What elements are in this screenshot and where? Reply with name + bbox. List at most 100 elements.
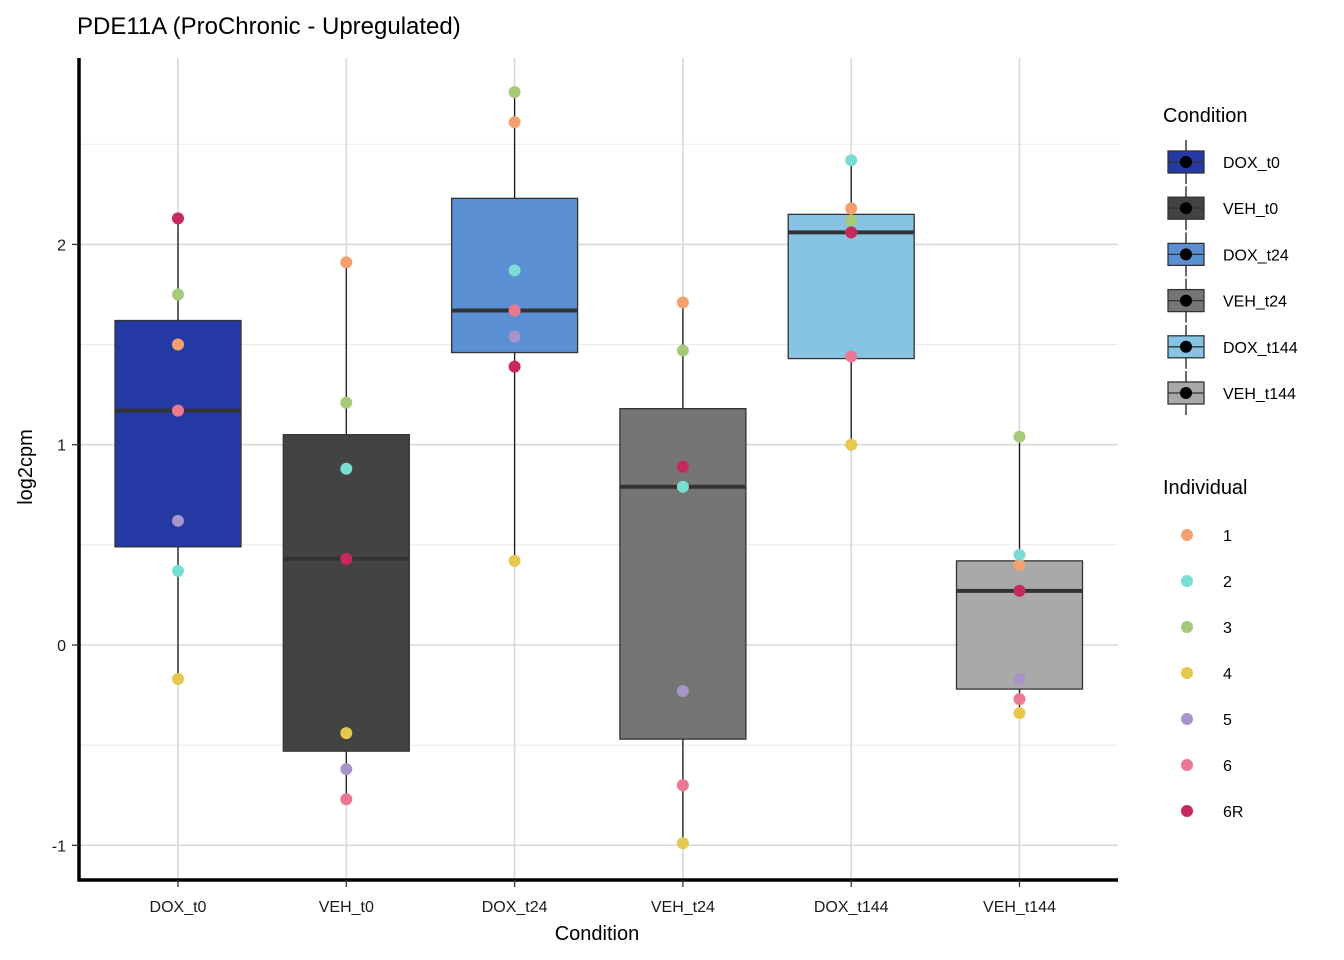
legend-individual-label: 6R xyxy=(1223,804,1243,821)
point-VEH_t0-4 xyxy=(340,727,353,740)
legend-individual-key-1 xyxy=(1181,529,1193,541)
point-DOX_t144-4 xyxy=(845,438,858,451)
point-VEH_t0-2 xyxy=(340,462,353,475)
x-tick-label: DOX_t24 xyxy=(482,899,548,916)
legend-condition-key-DOX_t24 xyxy=(1167,232,1205,277)
legend-individual-label: 6 xyxy=(1223,758,1232,775)
point-VEH_t24-1 xyxy=(676,296,689,309)
legend-condition-key-VEH_t144 xyxy=(1167,371,1205,415)
legend-condition-label: VEH_t24 xyxy=(1223,294,1287,311)
point-VEH_t144-1 xyxy=(1013,558,1026,571)
legend-individual-label: 5 xyxy=(1223,712,1232,729)
legend-individual-key-6 xyxy=(1181,759,1193,771)
point-VEH_t144-6R xyxy=(1013,584,1026,597)
point-VEH_t0-6R xyxy=(340,552,353,565)
legend-condition-label: DOX_t144 xyxy=(1223,340,1298,357)
y-ticks: -1 0 1 2 xyxy=(52,237,79,855)
point-DOX_t24-6 xyxy=(508,304,521,317)
point-DOX_t0-1 xyxy=(172,338,184,351)
point-VEH_t144-2 xyxy=(1013,548,1026,561)
point-VEH_t24-6 xyxy=(676,779,689,792)
y-tick-label: 1 xyxy=(57,438,66,455)
axes xyxy=(77,58,1118,882)
box-DOX_t144 xyxy=(787,213,915,360)
y-tick-label: 2 xyxy=(57,237,66,254)
legend-point xyxy=(1180,294,1192,307)
point-DOX_t24-5 xyxy=(508,330,521,343)
grid-major-y xyxy=(79,243,1118,847)
legend-individual-title: Individual xyxy=(1163,477,1248,499)
box-VEH_t0 xyxy=(282,434,410,752)
x-tick-label: VEH_t0 xyxy=(319,899,374,916)
legend-condition-label: DOX_t24 xyxy=(1223,247,1289,264)
legend-condition-label: VEH_t144 xyxy=(1223,386,1296,403)
point-VEH_t144-5 xyxy=(1013,673,1026,686)
box-VEH_t144 xyxy=(955,560,1084,690)
point-VEH_t0-5 xyxy=(340,763,353,776)
x-ticks: DOX_t0 VEH_t0 DOX_t24 VEH_t24 DOX_t144 VEH_t1… xyxy=(150,880,1056,916)
point-VEH_t144-3 xyxy=(1013,430,1026,443)
point-VEH_t24-4 xyxy=(676,837,689,850)
point-DOX_t0-2 xyxy=(172,564,184,577)
legend-condition: Condition DOX_t0 VEH_t0 DOX_t24 VEH_t24 DOX_… xyxy=(1163,105,1298,415)
legend-point xyxy=(1180,387,1192,399)
point-VEH_t24-6R xyxy=(676,460,689,473)
legend-individual-key-5 xyxy=(1181,713,1193,725)
point-DOX_t24-6R xyxy=(508,360,521,373)
point-VEH_t0-6 xyxy=(340,793,353,806)
legend-individual-label: 3 xyxy=(1223,620,1232,637)
legend-individual-key-6R xyxy=(1181,805,1193,817)
y-tick-label: 0 xyxy=(57,638,66,655)
legend-condition-key-DOX_t144 xyxy=(1167,324,1205,369)
legend-condition-label: DOX_t0 xyxy=(1223,155,1280,172)
point-DOX_t0-6R xyxy=(172,212,184,225)
legend-individual-key-2 xyxy=(1181,575,1193,587)
point-DOX_t144-6 xyxy=(845,350,858,363)
point-VEH_t0-3 xyxy=(340,396,353,409)
grid-minor-y xyxy=(79,143,1118,746)
legend-individual: Individual 1 2 3 4 5 6 6R xyxy=(1163,477,1248,821)
point-DOX_t144-2 xyxy=(845,154,858,167)
box-DOX_t0 xyxy=(114,319,242,548)
legend-individual-label: 2 xyxy=(1223,574,1232,591)
x-tick-label: VEH_t24 xyxy=(651,899,715,916)
point-VEH_t144-6 xyxy=(1013,693,1026,706)
y-tick-label: -1 xyxy=(52,838,66,855)
chart-title: PDE11A (ProChronic - Upregulated) xyxy=(77,13,461,40)
point-VEH_t24-3 xyxy=(676,344,689,357)
legend-individual-label: 1 xyxy=(1223,528,1232,545)
point-DOX_t0-5 xyxy=(172,514,184,527)
x-tick-label: DOX_t0 xyxy=(150,899,207,916)
point-DOX_t0-4 xyxy=(172,673,184,686)
point-DOX_t24-4 xyxy=(508,554,521,567)
legend-point xyxy=(1180,248,1192,261)
legend-condition-key-VEH_t24 xyxy=(1167,278,1205,323)
points xyxy=(172,86,1026,850)
point-VEH_t24-2 xyxy=(676,480,689,493)
legend-condition-key-DOX_t0 xyxy=(1167,140,1205,184)
legend-individual-key-3 xyxy=(1181,621,1193,633)
point-DOX_t24-3 xyxy=(508,86,521,99)
point-DOX_t144-6R xyxy=(845,226,858,239)
point-VEH_t144-4 xyxy=(1013,707,1026,720)
point-DOX_t24-1 xyxy=(508,116,521,129)
y-axis-title: log2cpm xyxy=(15,429,37,505)
legend-condition-label: VEH_t0 xyxy=(1223,201,1278,218)
point-VEH_t0-1 xyxy=(340,256,353,269)
boxes xyxy=(114,197,1084,752)
point-DOX_t0-3 xyxy=(172,288,184,301)
legend-individual-label: 4 xyxy=(1223,666,1232,683)
x-tick-label: DOX_t144 xyxy=(814,899,889,916)
legend-point xyxy=(1180,202,1192,215)
point-VEH_t24-5 xyxy=(676,685,689,698)
x-tick-label: VEH_t144 xyxy=(983,899,1056,916)
legend-point xyxy=(1180,340,1192,353)
legend-individual-key-4 xyxy=(1181,667,1193,679)
point-DOX_t144-3 xyxy=(845,214,858,227)
point-DOX_t144-1 xyxy=(845,202,858,215)
point-DOX_t24-2 xyxy=(508,264,521,277)
point-DOX_t0-6 xyxy=(172,404,184,417)
legend-condition-key-VEH_t0 xyxy=(1167,186,1205,231)
x-axis-title: Condition xyxy=(555,923,640,945)
